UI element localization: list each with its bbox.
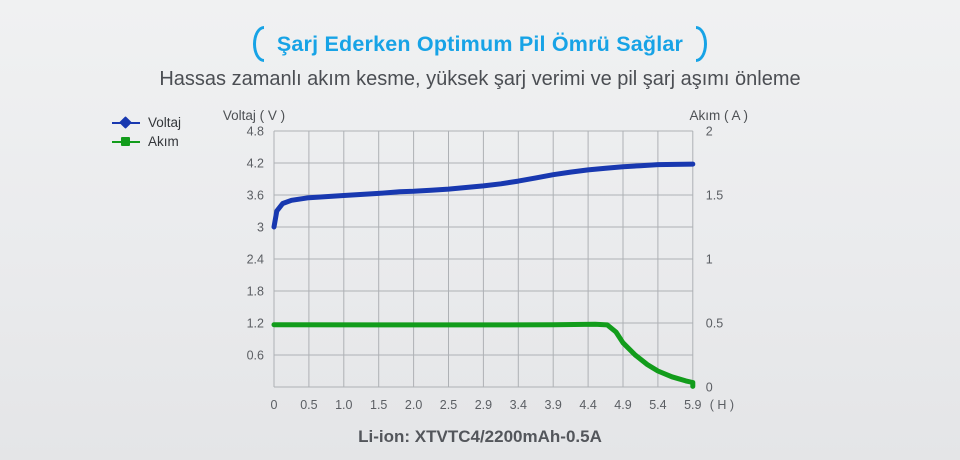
- chart-legend: Voltaj Akım: [112, 115, 181, 149]
- chart-svg: Voltaj ( V ) Akım ( A ) 4.8 4.2 3.6 3 2.4 1.8 1.…: [223, 108, 749, 412]
- title-bracket-right-icon: [696, 26, 708, 62]
- right-axis-title: Akım ( A ): [690, 108, 749, 123]
- x-axis-tick: 4.9: [614, 398, 631, 412]
- x-axis-tick: 1.5: [370, 398, 387, 412]
- y-axis-tick-left: 2.4: [247, 253, 264, 267]
- x-axis-tick: 0.5: [300, 398, 317, 412]
- page-subtitle: Hassas zamanlı akım kesme, yüksek şarj v…: [159, 68, 801, 90]
- series-line-ak-m: [271, 321, 696, 389]
- y-axis-tick-left: 1.8: [247, 285, 264, 299]
- x-axis-tick: 3.9: [545, 398, 562, 412]
- current-square-marker-icon: [112, 136, 140, 148]
- x-axis-tick: 4.4: [579, 398, 596, 412]
- series-line-voltaj: [271, 161, 696, 230]
- y-axis-tick-left: 3: [257, 221, 264, 235]
- x-axis-tick: 2.9: [475, 398, 492, 412]
- y-axis-tick-left: 3.6: [247, 189, 264, 203]
- y-axis-tick-left: 1.2: [247, 317, 264, 331]
- charge-curves-chart: Voltaj ( V ) Akım ( A ) 4.8 4.2 3.6 3 2.4 1.8 1.…: [220, 96, 765, 422]
- y-axis-tick-right: 1.5: [706, 189, 723, 203]
- x-axis-tick: 1.0: [335, 398, 352, 412]
- left-axis-title: Voltaj ( V ): [223, 108, 285, 123]
- y-axis-tick-left: 4.2: [247, 157, 264, 171]
- x-axis-tick: 5.9: [684, 398, 701, 412]
- y-axis-tick-right: 2: [706, 125, 713, 139]
- legend-label-current: Akım: [148, 134, 179, 149]
- legend-label-voltage: Voltaj: [148, 115, 182, 130]
- legend-item-current: Akım: [112, 134, 181, 149]
- battery-spec-caption: Li-ion: XTVTC4/2200mAh-0.5A: [358, 427, 602, 446]
- title-text: Şarj Ederken Optimum Pil Ömrü Sağlar: [276, 31, 684, 56]
- x-axis-tick: 2.5: [440, 398, 457, 412]
- legend-item-voltage: Voltaj: [112, 115, 181, 130]
- voltage-diamond-marker-icon: [112, 116, 140, 129]
- title-bracket-left-icon: [252, 26, 264, 62]
- x-axis-tick: 0: [271, 398, 278, 412]
- y-axis-tick-right: 0.5: [706, 317, 723, 331]
- y-axis-tick-left: 0.6: [247, 349, 264, 363]
- y-axis-tick-right: 0: [706, 381, 713, 395]
- x-axis-tick: 2.0: [405, 398, 422, 412]
- y-axis-tick-right: 1: [706, 253, 713, 267]
- x-axis-tick: 5.4: [649, 398, 666, 412]
- x-axis-tick: 3.4: [510, 398, 527, 412]
- y-axis-tick-left: 4.8: [247, 125, 264, 139]
- x-axis-unit-label: ( H ): [710, 398, 734, 412]
- page-title: Şarj Ederken Optimum Pil Ömrü Sağlar: [0, 26, 960, 62]
